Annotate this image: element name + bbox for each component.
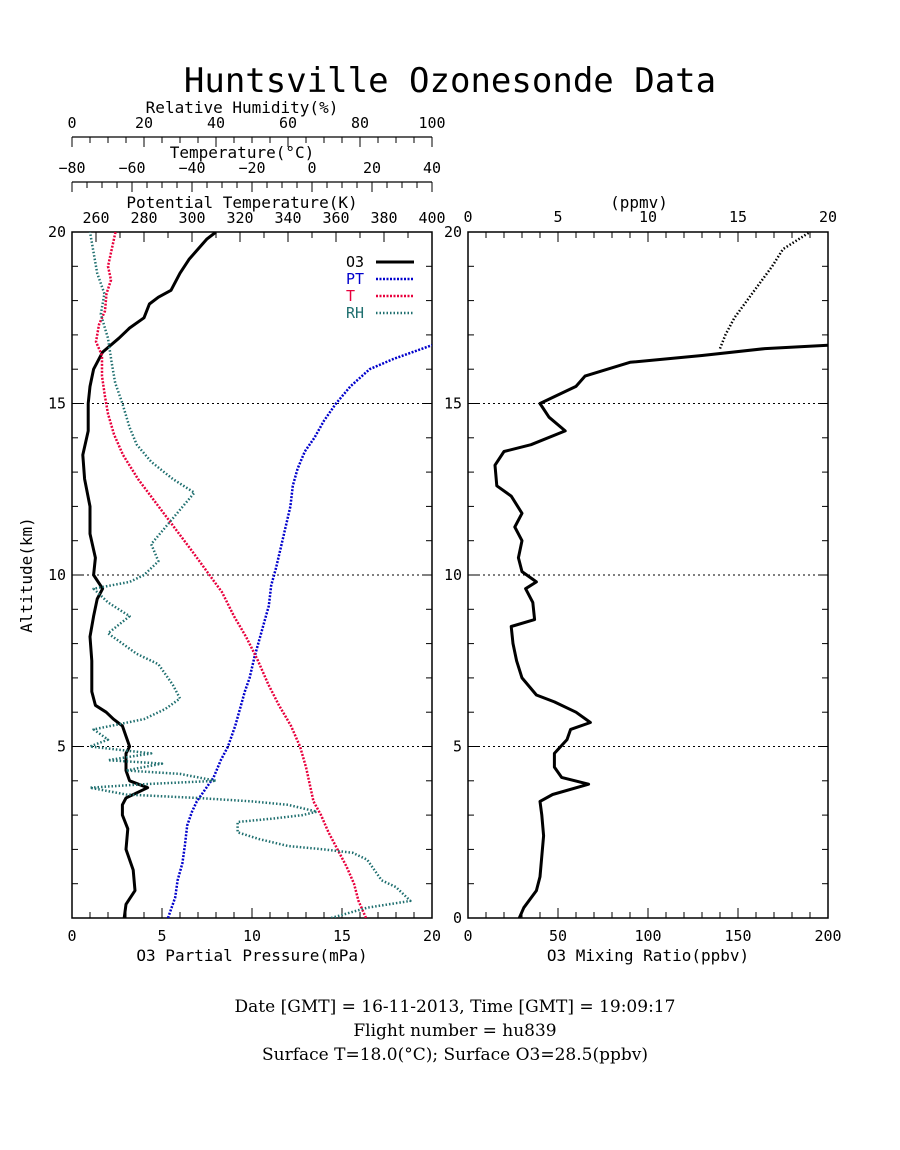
rh-axis-label: Relative Humidity(%) (146, 98, 339, 117)
y-tick-label: 10 (48, 566, 66, 584)
t-tick-label: −60 (118, 159, 145, 177)
x-tick-label: 50 (549, 927, 567, 945)
x-axis-label: O3 Mixing Ratio(ppbv) (547, 946, 749, 965)
pt-tick-label: 300 (178, 209, 205, 227)
rh-tick-label: 40 (207, 114, 225, 132)
ppmv-axis-label: (ppmv) (610, 193, 668, 212)
ppmv-tick-label: 0 (463, 208, 472, 226)
pt-tick-label: 340 (274, 209, 301, 227)
pt-tick-label: 380 (370, 209, 397, 227)
legend-label-t: T (346, 287, 355, 305)
y-axis-label: Altitude(km) (17, 517, 36, 633)
rh-tick-label: 80 (351, 114, 369, 132)
ppmv-tick-label: 5 (553, 208, 562, 226)
y-tick-label: 15 (444, 395, 462, 413)
y-tick-label: 5 (57, 738, 66, 756)
x-axis-label: O3 Partial Pressure(mPa) (136, 946, 367, 965)
rh-tick-label: 0 (67, 114, 76, 132)
series-line-o3 (81, 232, 217, 918)
x-tick-label: 0 (463, 927, 472, 945)
footer-flight-number: Flight number = hu839 (353, 1021, 556, 1041)
y-tick-label: 10 (444, 566, 462, 584)
left-panel: 5 10 15 20 Altitude(km) 0 5 10 15 20 O3 Partial Pr… (17, 98, 446, 965)
pt-tick-label: 280 (130, 209, 157, 227)
rh-tick-label: 20 (135, 114, 153, 132)
t-tick-label: −40 (178, 159, 205, 177)
footer-date-time: Date [GMT] = 16-11-2013, Time [GMT] = 19… (235, 997, 676, 1017)
legend-label-rh: RH (346, 304, 364, 322)
x-tick-label: 100 (634, 927, 661, 945)
y-tick-label: 20 (444, 223, 462, 241)
x-tick-label: 200 (814, 927, 841, 945)
y-tick-label: 0 (453, 909, 462, 927)
pt-tick-label: 360 (322, 209, 349, 227)
chart-title: Huntsville Ozonesonde Data (184, 61, 716, 101)
t-tick-label: −20 (238, 159, 265, 177)
series-line-pt (166, 344, 432, 918)
right-series-line-0 (493, 343, 828, 918)
t-axis-label: Temperature(°C) (170, 143, 315, 162)
t-tick-label: −80 (58, 159, 85, 177)
legend-label-pt: PT (346, 270, 364, 288)
x-tick-label: 10 (243, 927, 261, 945)
y-tick-label: 20 (48, 223, 66, 241)
t-tick-label: 0 (307, 159, 316, 177)
right-series-line-1 (718, 232, 811, 350)
series-line-t (94, 232, 368, 918)
x-tick-label: 20 (423, 927, 441, 945)
x-tick-label: 0 (67, 927, 76, 945)
y-tick-label: 15 (48, 395, 66, 413)
y-tick-label: 5 (453, 738, 462, 756)
footer-surface-values: Surface T=18.0(°C); Surface O3=28.5(ppbv… (262, 1045, 648, 1065)
x-tick-label: 150 (724, 927, 751, 945)
rh-tick-label: 100 (418, 114, 445, 132)
x-tick-label: 5 (157, 927, 166, 945)
series-line-rh (88, 232, 412, 918)
pt-tick-label: 400 (418, 209, 445, 227)
legend-label-o3: O3 (346, 253, 364, 271)
pt-tick-label: 260 (82, 209, 109, 227)
x-tick-label: 15 (333, 927, 351, 945)
t-tick-label: 40 (423, 159, 441, 177)
pt-tick-label: 320 (226, 209, 253, 227)
ppmv-tick-label: 20 (819, 208, 837, 226)
pt-axis-label: Potential Temperature(K) (126, 193, 357, 212)
ppmv-tick-label: 10 (639, 208, 657, 226)
rh-tick-label: 60 (279, 114, 297, 132)
ppmv-tick-label: 15 (729, 208, 747, 226)
t-tick-label: 20 (363, 159, 381, 177)
